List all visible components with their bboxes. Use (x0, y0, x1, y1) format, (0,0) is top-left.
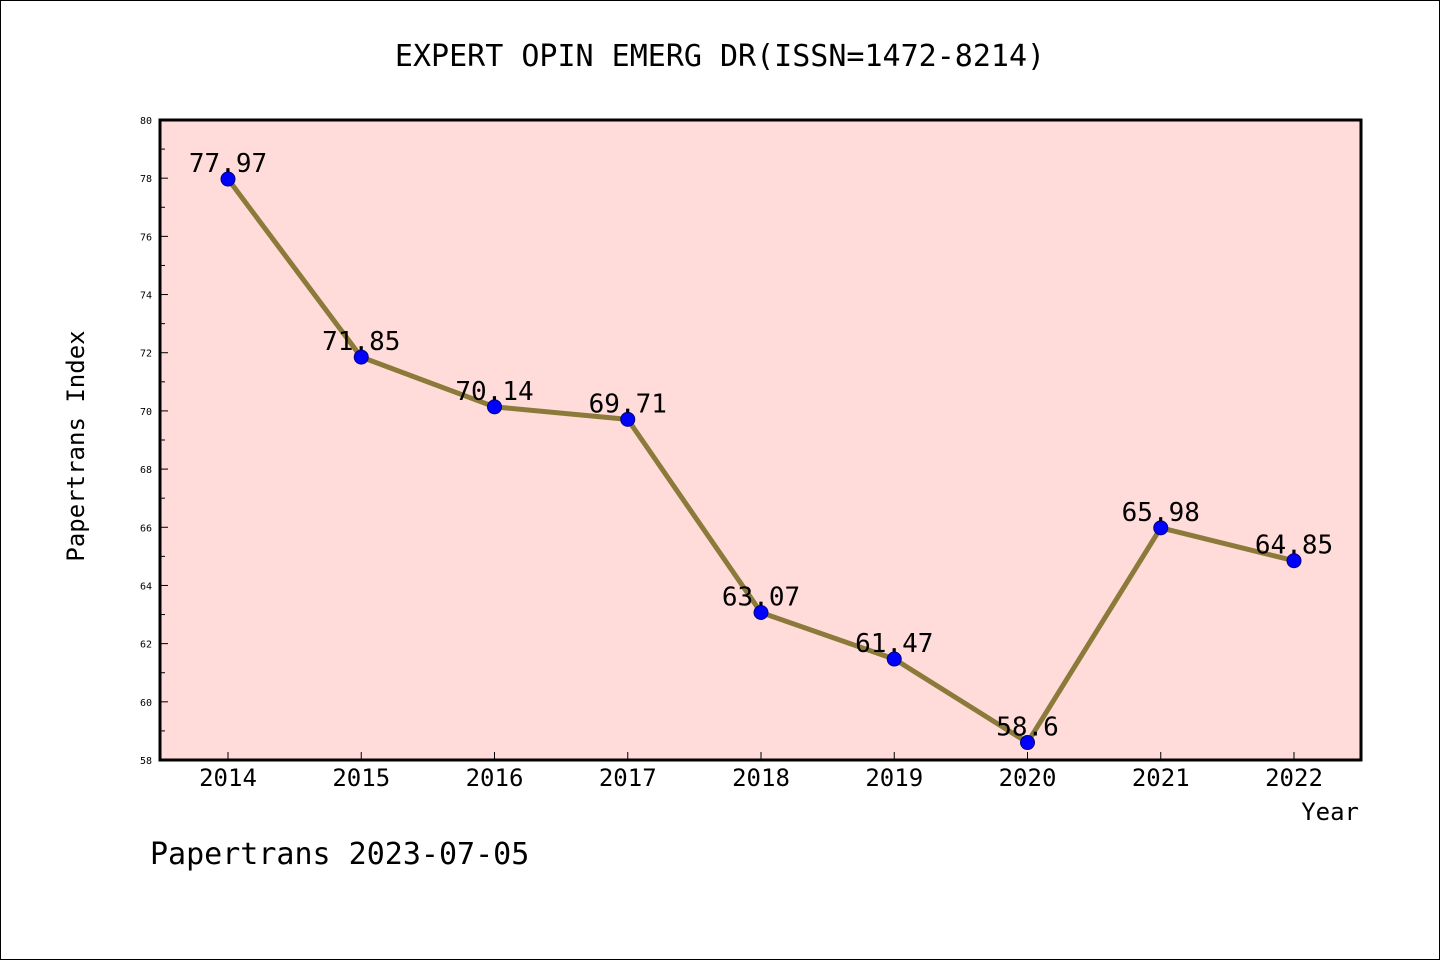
y-tick-label: 76 (140, 232, 152, 243)
data-label: 71.85 (322, 327, 400, 357)
data-point (487, 399, 502, 415)
data-point (220, 171, 236, 187)
x-axis: 2014 2015 2016 2017 2018 2019 2020 2021 2022 (199, 752, 1323, 792)
x-tick-label: 2019 (865, 764, 923, 792)
data-point (1020, 735, 1035, 751)
footer-text: Papertrans 2023-07-05 (150, 837, 529, 872)
data-label: 70.14 (455, 377, 533, 407)
x-axis-title: Year (1301, 798, 1359, 826)
plot-border (158, 118, 1363, 762)
y-tick-label: 64 (140, 581, 152, 592)
y-tick-label: 58 (140, 756, 152, 767)
data-label: 69.71 (589, 389, 667, 419)
data-label: 64.85 (1255, 531, 1333, 561)
x-tick-label: 2015 (332, 764, 390, 792)
data-label: 61.47 (855, 629, 933, 659)
y-axis-title: Papertrans Index (62, 330, 90, 561)
y-tick-label: 62 (140, 640, 152, 651)
data-label: 77.97 (189, 149, 267, 179)
x-tick-label: 2014 (199, 764, 257, 792)
data-label: 65.98 (1122, 498, 1200, 528)
y-tick-label: 68 (140, 465, 152, 476)
y-tick-label: 72 (140, 349, 152, 360)
data-point (753, 605, 769, 621)
y-tick-label: 78 (140, 174, 152, 185)
data-points (220, 171, 1302, 751)
data-point (1153, 520, 1169, 536)
data-label: 63.07 (722, 583, 800, 613)
x-tick-label: 2018 (732, 764, 790, 792)
data-point (1286, 553, 1302, 569)
data-labels: 77.97 71.85 70.14 69.71 63.07 61.47 58.6 65.98 6… (189, 149, 1333, 742)
y-tick-label: 66 (140, 523, 152, 534)
x-tick-label: 2016 (466, 764, 524, 792)
data-point (353, 349, 369, 365)
chart-title: EXPERT OPIN EMERG DR(ISSN=1472-8214) (395, 39, 1045, 74)
data-label: 58.6 (996, 713, 1059, 743)
x-tick-label: 2021 (1132, 764, 1190, 792)
x-tick-label: 2022 (1265, 764, 1323, 792)
x-tick-label: 2017 (599, 764, 657, 792)
x-tick-label: 2020 (999, 764, 1057, 792)
y-tick-label: 80 (140, 116, 152, 127)
data-point (620, 411, 636, 427)
y-tick-label: 74 (140, 291, 152, 302)
data-point (886, 651, 902, 667)
y-tick-label: 70 (140, 407, 152, 418)
y-tick-label: 60 (140, 698, 152, 709)
y-axis: 58 60 62 64 66 68 70 72 74 76 78 80 (140, 116, 168, 767)
plot-area (160, 120, 1361, 760)
